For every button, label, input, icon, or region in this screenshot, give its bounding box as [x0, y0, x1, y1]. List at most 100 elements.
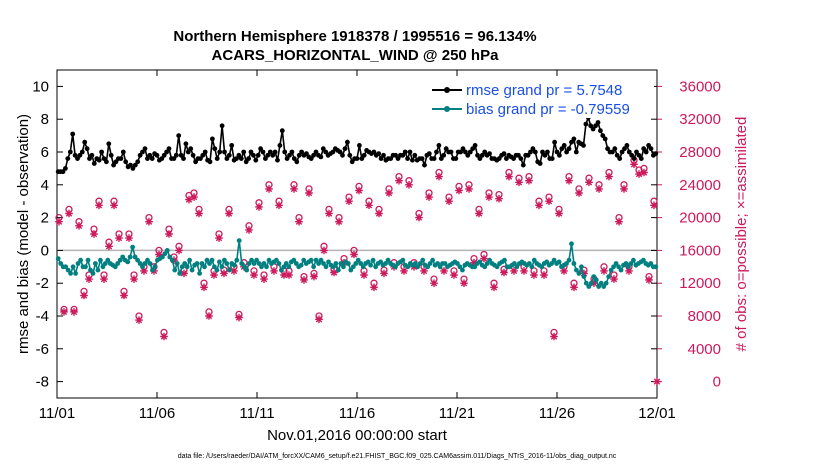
- obs-assimilated-marker: [315, 315, 323, 324]
- bias-point: [539, 264, 545, 270]
- rmse-point: [330, 149, 336, 155]
- bias-point: [160, 254, 165, 260]
- obs-assimilated-marker: [325, 209, 333, 218]
- rmse-point: [284, 156, 290, 162]
- rmse-point: [251, 152, 256, 158]
- bias-point: [350, 264, 356, 270]
- rmse-point: [571, 136, 577, 142]
- bias-point: [88, 267, 93, 273]
- rmse-point: [282, 149, 288, 155]
- obs-assimilated-marker: [200, 283, 208, 292]
- obs-assimilated-marker: [565, 176, 573, 185]
- obs-assimilated-marker: [95, 201, 103, 210]
- x-axis: 11/01 11/06 11/11 11/16 11/21 11/26 12/01: [39, 70, 676, 422]
- bias-point: [417, 261, 423, 266]
- bias-point: [477, 259, 483, 265]
- rmse-point: [313, 149, 319, 155]
- rmse-point: [542, 152, 548, 158]
- obs-assimilated-marker: [480, 254, 488, 263]
- bias-point: [145, 257, 150, 263]
- rmse-point: [357, 143, 362, 148]
- obs-assimilated-marker: [120, 291, 128, 300]
- rmse-point: [87, 156, 92, 162]
- bias-point: [259, 264, 264, 270]
- obs-assimilated-marker: [75, 222, 83, 230]
- rmse-point: [518, 156, 524, 162]
- rmse-point: [142, 146, 148, 152]
- obs-assimilated-marker: [220, 269, 228, 278]
- bias-point: [162, 251, 168, 257]
- bias-point: [484, 261, 490, 266]
- right-tick-label: 4000: [688, 341, 721, 358]
- obs-assimilated-marker: [575, 189, 583, 197]
- obs-assimilated-marker: [650, 201, 658, 210]
- rmse-point: [434, 149, 439, 155]
- obs-assimilated-marker: [260, 275, 268, 283]
- rmse-point: [557, 152, 562, 158]
- bias-point: [549, 261, 554, 266]
- rmse-point: [347, 152, 353, 158]
- rmse-point: [393, 152, 398, 158]
- rmse-point: [641, 146, 647, 152]
- obs-assimilated-marker: [540, 271, 548, 279]
- obs-assimilated-marker: [335, 217, 343, 226]
- rmse-point: [626, 149, 632, 155]
- obs-assimilated-marker: [510, 267, 518, 275]
- rmse-point: [342, 146, 348, 152]
- bias-point: [564, 261, 569, 266]
- rmse-point: [89, 152, 95, 158]
- rmse-point: [532, 149, 538, 155]
- obs-assimilated-marker: [135, 316, 143, 324]
- obs-assimilated-marker: [455, 186, 463, 195]
- bias-point: [90, 271, 96, 276]
- bias-point: [226, 267, 232, 273]
- obs-assimilated-marker: [450, 271, 458, 279]
- rmse-point: [448, 149, 454, 155]
- rmse-point: [345, 139, 350, 145]
- bias-point: [241, 264, 247, 270]
- bias-point: [601, 284, 607, 289]
- obs-assimilated-marker: [585, 178, 593, 187]
- obs-assimilated-marker: [350, 250, 358, 259]
- rmse-point: [253, 157, 259, 163]
- rmse-point: [188, 146, 194, 152]
- obs-assimilated-marker: [235, 313, 243, 322]
- rmse-point: [559, 146, 565, 152]
- bias-series: [55, 238, 659, 289]
- x-axis-label: Nov.01,2016 00:00:00 start: [267, 427, 448, 444]
- bias-point: [569, 241, 574, 247]
- rmse-point: [123, 159, 129, 165]
- bias-point: [430, 257, 435, 263]
- rmse-point: [159, 156, 165, 162]
- bias-point: [313, 257, 319, 263]
- rmse-point: [648, 146, 654, 152]
- obs-assimilated-marker: [370, 283, 378, 292]
- bias-point: [209, 257, 215, 263]
- rmse-point: [646, 143, 651, 148]
- bias-point: [514, 264, 520, 270]
- left-tick-label: 6: [41, 144, 49, 161]
- obs-assimilated-marker: [195, 209, 203, 218]
- bias-point: [150, 267, 155, 273]
- rmse-point: [359, 156, 365, 162]
- bias-point: [482, 264, 488, 270]
- obs-assimilated-marker: [125, 234, 133, 242]
- bias-point: [311, 264, 316, 270]
- bias-point: [236, 238, 242, 244]
- rmse-point: [561, 143, 567, 148]
- rmse-point: [443, 146, 449, 152]
- rmse-point: [463, 149, 468, 155]
- rmse-point: [602, 136, 608, 142]
- rmse-point: [166, 146, 172, 152]
- rmse-point: [619, 149, 625, 155]
- obs-assimilated-marker: [190, 193, 198, 201]
- rmse-point: [67, 149, 73, 155]
- bias-point: [301, 257, 307, 263]
- x-tick-label: 11/06: [139, 405, 175, 422]
- obs-assimilated-marker: [580, 269, 588, 278]
- rmse-point: [361, 152, 367, 158]
- rmse-point: [622, 146, 627, 152]
- bias-point: [194, 261, 200, 266]
- rmse-point: [438, 156, 444, 162]
- bias-point: [130, 244, 136, 250]
